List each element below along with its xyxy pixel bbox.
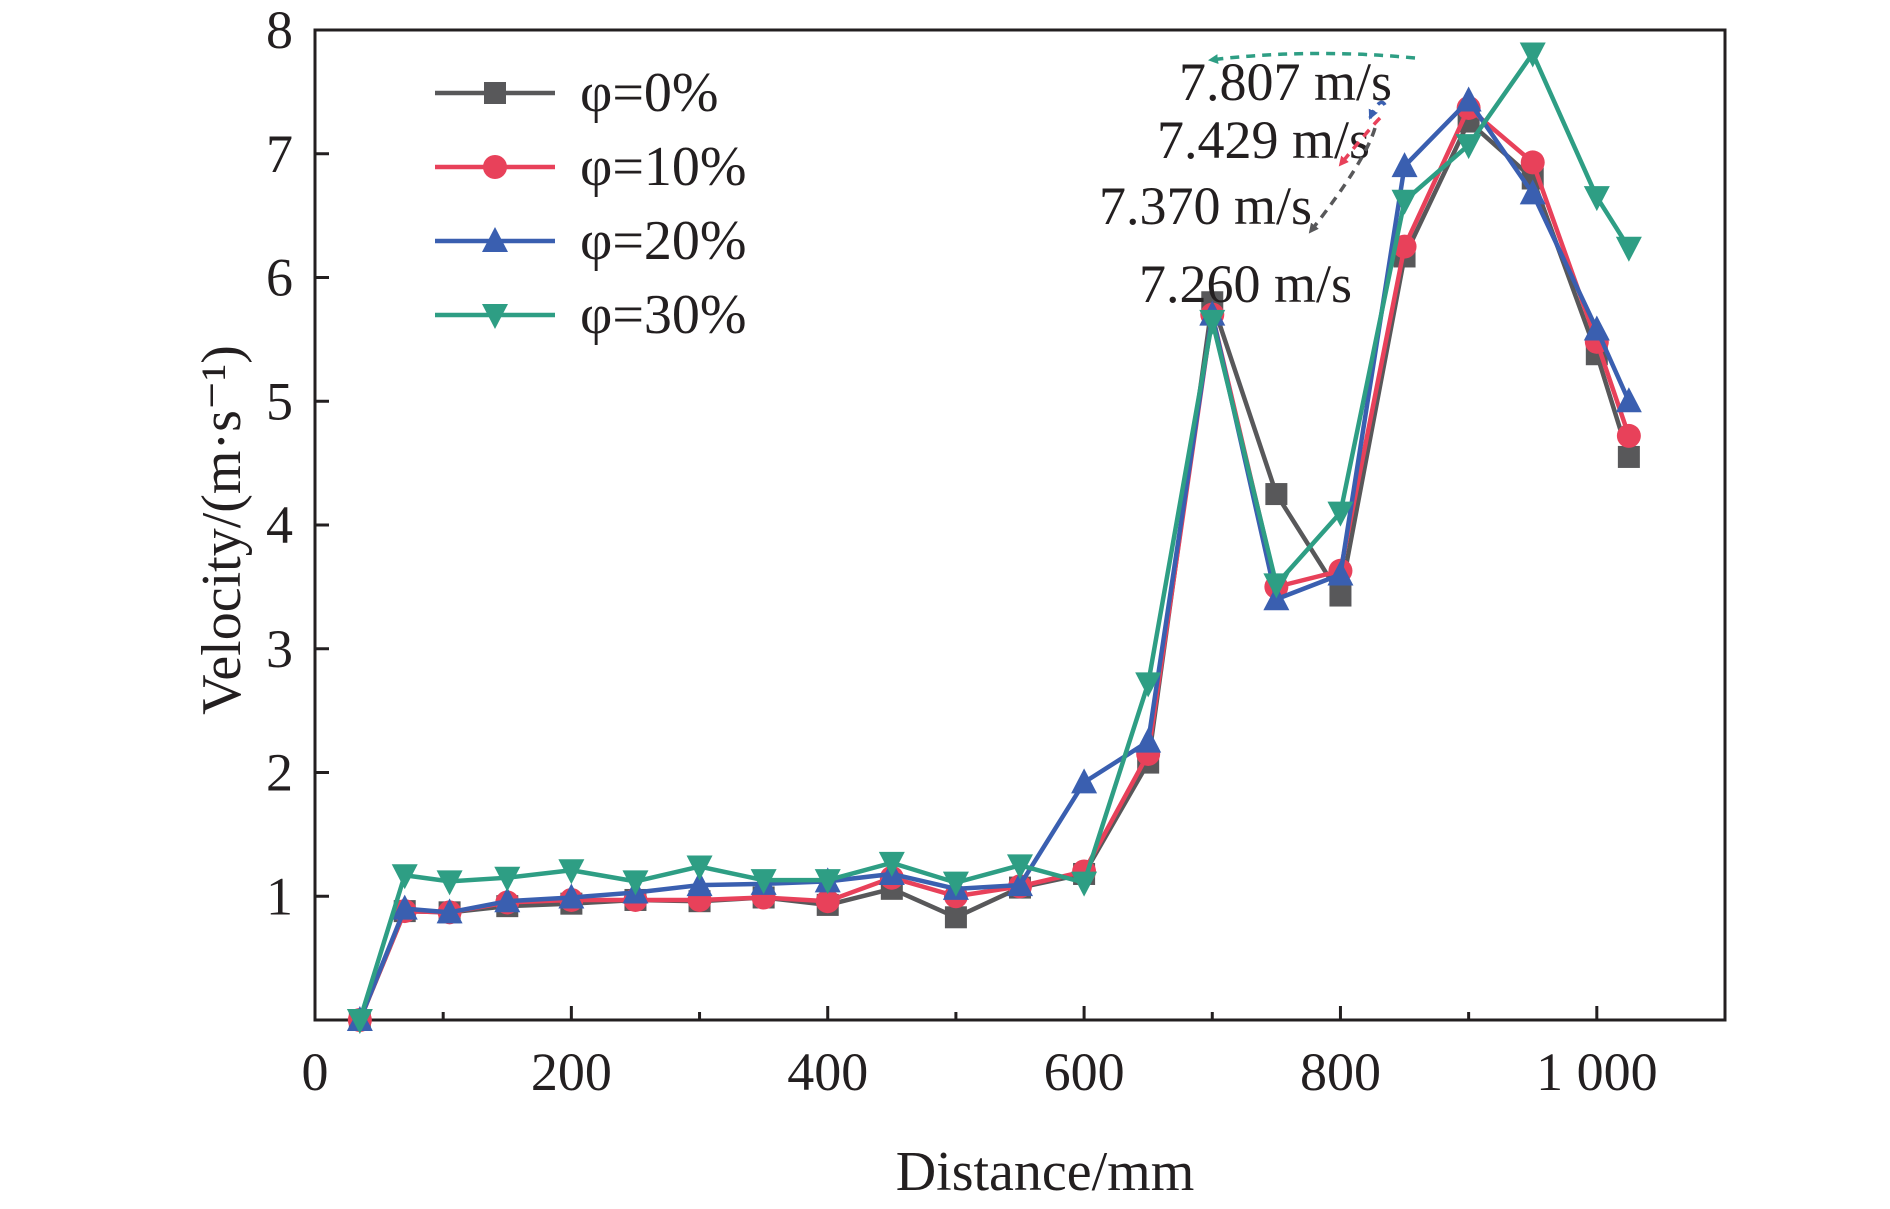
annotation-label: 7.260 m/s xyxy=(1139,254,1352,314)
series-0 xyxy=(348,110,1640,1031)
y-tick-label: 7 xyxy=(266,124,293,184)
legend-marker xyxy=(482,227,508,252)
data-point xyxy=(1265,483,1288,506)
data-point xyxy=(1616,423,1641,448)
series-line xyxy=(357,98,1631,1021)
legend-item-2: φ=20% xyxy=(435,210,747,272)
data-point xyxy=(391,894,418,920)
legend-marker xyxy=(483,155,507,179)
data-point xyxy=(436,898,463,924)
data-point xyxy=(942,871,969,897)
x-tick-label: 1 000 xyxy=(1536,1042,1658,1102)
data-point xyxy=(1135,727,1162,753)
data-point xyxy=(1199,309,1226,335)
y-tick-label: 6 xyxy=(266,248,293,308)
data-point xyxy=(1327,501,1354,527)
data-point xyxy=(1329,584,1352,607)
data-point xyxy=(878,851,905,877)
data-point xyxy=(1071,768,1098,794)
series-line xyxy=(357,119,1632,1021)
data-point xyxy=(1455,86,1482,112)
data-point xyxy=(1007,871,1033,897)
y-tick-label: 5 xyxy=(266,371,293,431)
y-tick-label: 8 xyxy=(266,0,293,60)
data-point xyxy=(1455,134,1482,160)
data-point xyxy=(944,906,967,929)
data-point xyxy=(1583,315,1610,341)
annotation-layer: 7.807 m/s7.429 m/s7.370 m/s 7.260 m/s xyxy=(1099,51,1416,314)
series-1 xyxy=(347,95,1641,1032)
y-tick-label: 1 xyxy=(266,866,293,926)
data-point xyxy=(1071,871,1098,897)
y-tick-label: 4 xyxy=(266,495,293,555)
series-line xyxy=(357,105,1631,1021)
x-tick-label: 200 xyxy=(531,1042,612,1102)
data-point xyxy=(1615,236,1642,262)
annotation-label: 7.370 m/s xyxy=(1099,176,1312,236)
data-point xyxy=(814,869,841,895)
peak-annotation-2: 7.370 m/s xyxy=(1099,116,1382,236)
data-point xyxy=(1391,189,1418,215)
annotation-arrow xyxy=(1368,100,1387,120)
series-3 xyxy=(346,42,1642,1034)
data-point xyxy=(494,866,521,892)
data-point xyxy=(1263,573,1290,599)
data-point xyxy=(1615,387,1642,413)
data-point xyxy=(558,883,585,909)
data-point xyxy=(815,889,840,914)
y-axis-title: Velocity/(m·s⁻¹) xyxy=(191,345,253,715)
data-point xyxy=(686,855,713,881)
data-point xyxy=(346,1009,373,1034)
annotation-arrow xyxy=(1308,127,1377,234)
data-point xyxy=(1135,672,1162,698)
legend-item-3: φ=30% xyxy=(435,284,747,346)
annotation-arrow xyxy=(1338,116,1382,167)
data-point xyxy=(1617,445,1640,468)
data-point xyxy=(622,870,649,896)
x-tick-label: 400 xyxy=(787,1042,868,1102)
legend-label: φ=30% xyxy=(580,284,747,346)
series-line xyxy=(357,51,1631,1021)
legend-label: φ=0% xyxy=(580,62,719,124)
legend: φ=0% φ=10% φ=20% φ=30% xyxy=(435,62,747,346)
legend-marker xyxy=(482,304,508,329)
series-layer xyxy=(346,42,1642,1034)
data-point xyxy=(1519,42,1546,68)
x-tick-label: 800 xyxy=(1300,1042,1381,1102)
legend-label: φ=10% xyxy=(580,136,747,198)
data-point xyxy=(1520,150,1545,175)
x-axis: 0 200 400 600 800 1 000 xyxy=(302,1006,1658,1102)
data-point xyxy=(391,864,418,890)
data-point xyxy=(686,871,713,897)
y-axis: 1 2 3 4 5 6 7 8 xyxy=(266,0,329,926)
data-point xyxy=(750,869,777,895)
legend-label: φ=20% xyxy=(580,210,747,272)
peak-annotation-3: 7.260 m/s xyxy=(1139,127,1377,314)
annotation-arrow xyxy=(1208,51,1416,65)
data-point xyxy=(558,859,585,885)
y-tick-label: 3 xyxy=(266,619,293,679)
legend-item-0: φ=0% xyxy=(435,62,719,124)
peak-annotation-1: 7.429 m/s xyxy=(1157,100,1387,170)
data-point xyxy=(1583,186,1610,212)
x-tick-label: 600 xyxy=(1044,1042,1125,1102)
annotation-label: 7.429 m/s xyxy=(1157,110,1370,170)
y-tick-label: 2 xyxy=(266,743,293,803)
x-tick-label: 0 xyxy=(302,1042,329,1102)
series-2 xyxy=(346,86,1642,1031)
legend-marker xyxy=(484,82,506,104)
data-point xyxy=(1391,152,1418,178)
data-point xyxy=(1007,854,1033,880)
annotation-label: 7.807 m/s xyxy=(1179,52,1392,112)
data-point xyxy=(494,887,521,913)
data-point xyxy=(436,870,463,896)
data-point xyxy=(1327,560,1354,586)
legend-item-1: φ=10% xyxy=(435,136,747,198)
x-axis-title: Distance/mm xyxy=(896,1141,1195,1203)
peak-annotation-0: 7.807 m/s xyxy=(1179,51,1416,112)
data-point xyxy=(1519,179,1546,205)
